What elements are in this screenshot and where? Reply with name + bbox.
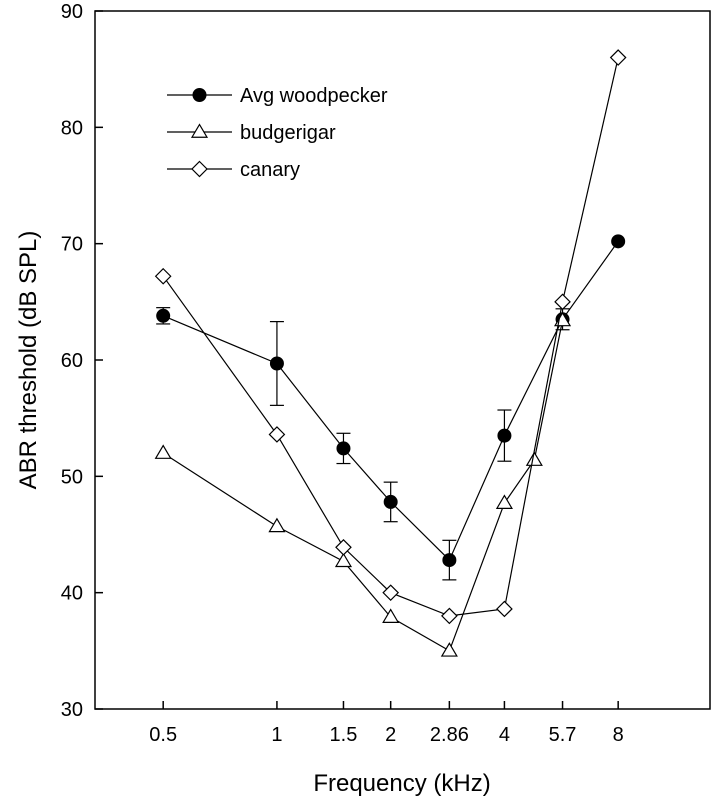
x-axis-title: Frequency (kHz) <box>313 770 490 797</box>
canary-marker <box>441 607 458 625</box>
x-tick-label: 0.5 <box>149 724 177 746</box>
woodpecker-marker <box>442 553 457 568</box>
woodpecker-marker <box>156 308 171 323</box>
canary-marker <box>154 267 172 285</box>
x-tick-label: 1 <box>271 724 282 746</box>
woodpecker-marker <box>383 494 398 509</box>
series-line <box>162 240 619 562</box>
woodpecker-marker <box>611 234 626 249</box>
x-tick-label: 4 <box>499 724 510 746</box>
y-tick-label: 60 <box>61 350 83 372</box>
canary-marker <box>382 584 400 602</box>
y-tick-label: 50 <box>61 466 83 488</box>
budgerigar-marker <box>190 123 209 138</box>
canary-marker <box>496 600 513 618</box>
plot-frame <box>94 10 711 710</box>
y-tick-label: 70 <box>61 234 83 256</box>
legend-label: budgerigar <box>240 122 336 144</box>
canary-marker <box>554 293 571 311</box>
y-axis-title: ABR threshold (dB SPL) <box>15 231 42 490</box>
y-tick-label: 80 <box>61 117 83 139</box>
y-axis: 30 40 50 60 70 80 90 <box>61 1 103 721</box>
woodpecker-marker <box>269 356 284 371</box>
series-line <box>162 320 564 652</box>
x-tick-label: 2.86 <box>430 724 469 746</box>
woodpecker-marker <box>497 428 512 443</box>
x-axis: 0.5 1 1.5 2 2.86 4 5.7 8 <box>149 701 624 746</box>
woodpecker-marker <box>192 88 207 102</box>
canary-marker <box>268 426 286 443</box>
canary-marker <box>191 160 208 178</box>
x-tick-label: 8 <box>613 724 624 746</box>
series-canary <box>154 49 627 625</box>
series-budgerigar <box>154 311 572 657</box>
canary-marker <box>609 49 627 66</box>
x-tick-label: 1.5 <box>330 724 358 746</box>
legend-label: canary <box>240 159 300 181</box>
series-layer <box>154 49 627 657</box>
budgerigar-marker <box>154 444 172 459</box>
budgerigar-marker <box>495 494 513 509</box>
x-tick-label: 5.7 <box>549 724 577 746</box>
budgerigar-marker <box>525 451 543 466</box>
legend-label: Avg woodpecker <box>240 85 388 107</box>
budgerigar-marker <box>440 642 458 657</box>
y-tick-label: 40 <box>61 583 83 605</box>
series-avg-woodpecker <box>156 234 626 581</box>
budgerigar-marker <box>268 517 286 533</box>
x-tick-label: 2 <box>385 724 396 746</box>
series-line <box>162 57 619 617</box>
y-tick-label: 30 <box>61 699 83 721</box>
legend: Avg woodpecker budgerigar canary <box>167 85 388 181</box>
budgerigar-marker <box>334 552 353 568</box>
canary-marker <box>335 538 352 556</box>
budgerigar-marker <box>382 608 400 623</box>
y-tick-label: 90 <box>61 1 83 23</box>
woodpecker-marker <box>336 441 351 456</box>
